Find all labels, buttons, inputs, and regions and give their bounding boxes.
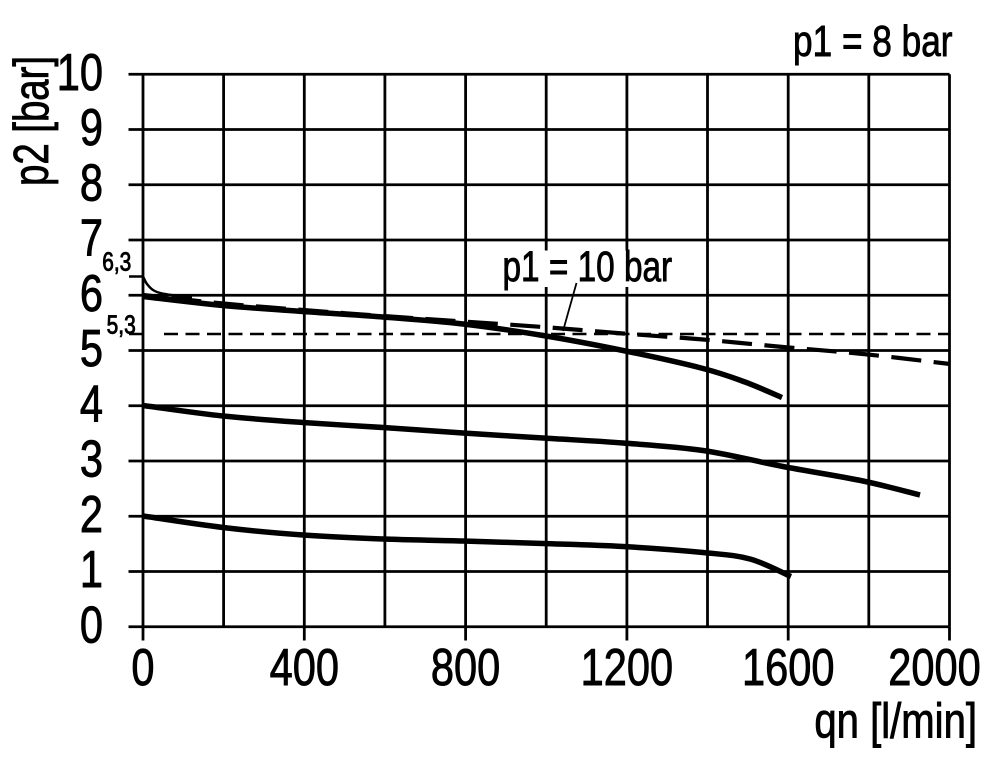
svg-text:0: 0: [131, 638, 154, 697]
svg-text:p1 = 10 bar: p1 = 10 bar: [503, 243, 673, 291]
svg-text:10: 10: [57, 42, 103, 101]
svg-text:4: 4: [80, 374, 103, 433]
svg-text:2: 2: [80, 484, 103, 543]
svg-text:2000: 2000: [888, 638, 981, 697]
svg-text:6: 6: [80, 263, 103, 322]
svg-text:1: 1: [80, 540, 103, 599]
svg-text:p2 [bar]: p2 [bar]: [4, 56, 59, 186]
svg-text:7: 7: [80, 208, 103, 267]
svg-text:5,3: 5,3: [107, 311, 136, 339]
svg-text:3: 3: [80, 429, 103, 488]
svg-text:1200: 1200: [581, 638, 674, 697]
svg-text:6,3: 6,3: [102, 248, 131, 276]
svg-text:5: 5: [80, 319, 103, 378]
svg-text:800: 800: [431, 638, 500, 697]
svg-text:p1 = 8 bar: p1 = 8 bar: [793, 17, 952, 66]
svg-text:0: 0: [80, 595, 103, 654]
svg-text:qn [l/min]: qn [l/min]: [814, 692, 977, 748]
svg-text:1600: 1600: [742, 638, 835, 697]
svg-text:400: 400: [270, 638, 339, 697]
svg-text:8: 8: [80, 153, 103, 212]
svg-text:9: 9: [80, 98, 103, 157]
